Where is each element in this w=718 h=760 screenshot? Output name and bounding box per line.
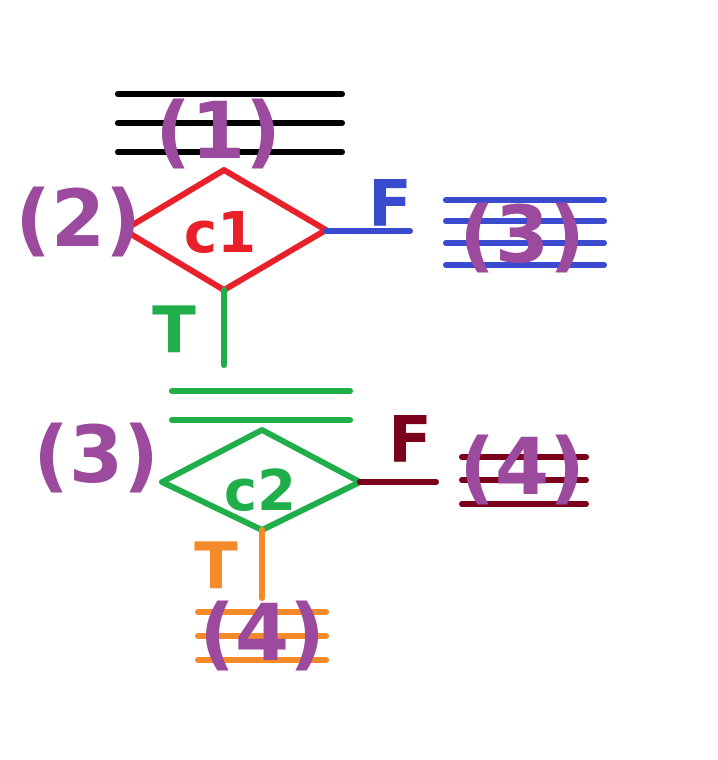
- statement-1-lines: [115, 91, 345, 155]
- statement-3-left-lines: [169, 388, 353, 423]
- c1-true-label: T: [152, 294, 196, 368]
- statement-2-label: (2): [15, 175, 141, 265]
- statement-4-bottom-label: (4): [199, 589, 325, 679]
- c2-true-label: T: [194, 530, 238, 604]
- c1-false-label: F: [368, 168, 412, 242]
- statement-1-label: (1): [155, 87, 281, 177]
- statement-4-right-label: (4): [459, 423, 585, 513]
- statement-3-right-lines: [443, 197, 607, 268]
- decision-c1-label: c1: [184, 201, 256, 266]
- decision-c2-label: c2: [224, 459, 296, 524]
- statement-4-bottom-lines: [195, 609, 329, 663]
- c2-false-label: F: [388, 404, 432, 478]
- statement-3-right-label: (3): [459, 191, 585, 281]
- statement-4-right-lines: [459, 454, 589, 507]
- statement-3-left-label: (3): [33, 411, 159, 501]
